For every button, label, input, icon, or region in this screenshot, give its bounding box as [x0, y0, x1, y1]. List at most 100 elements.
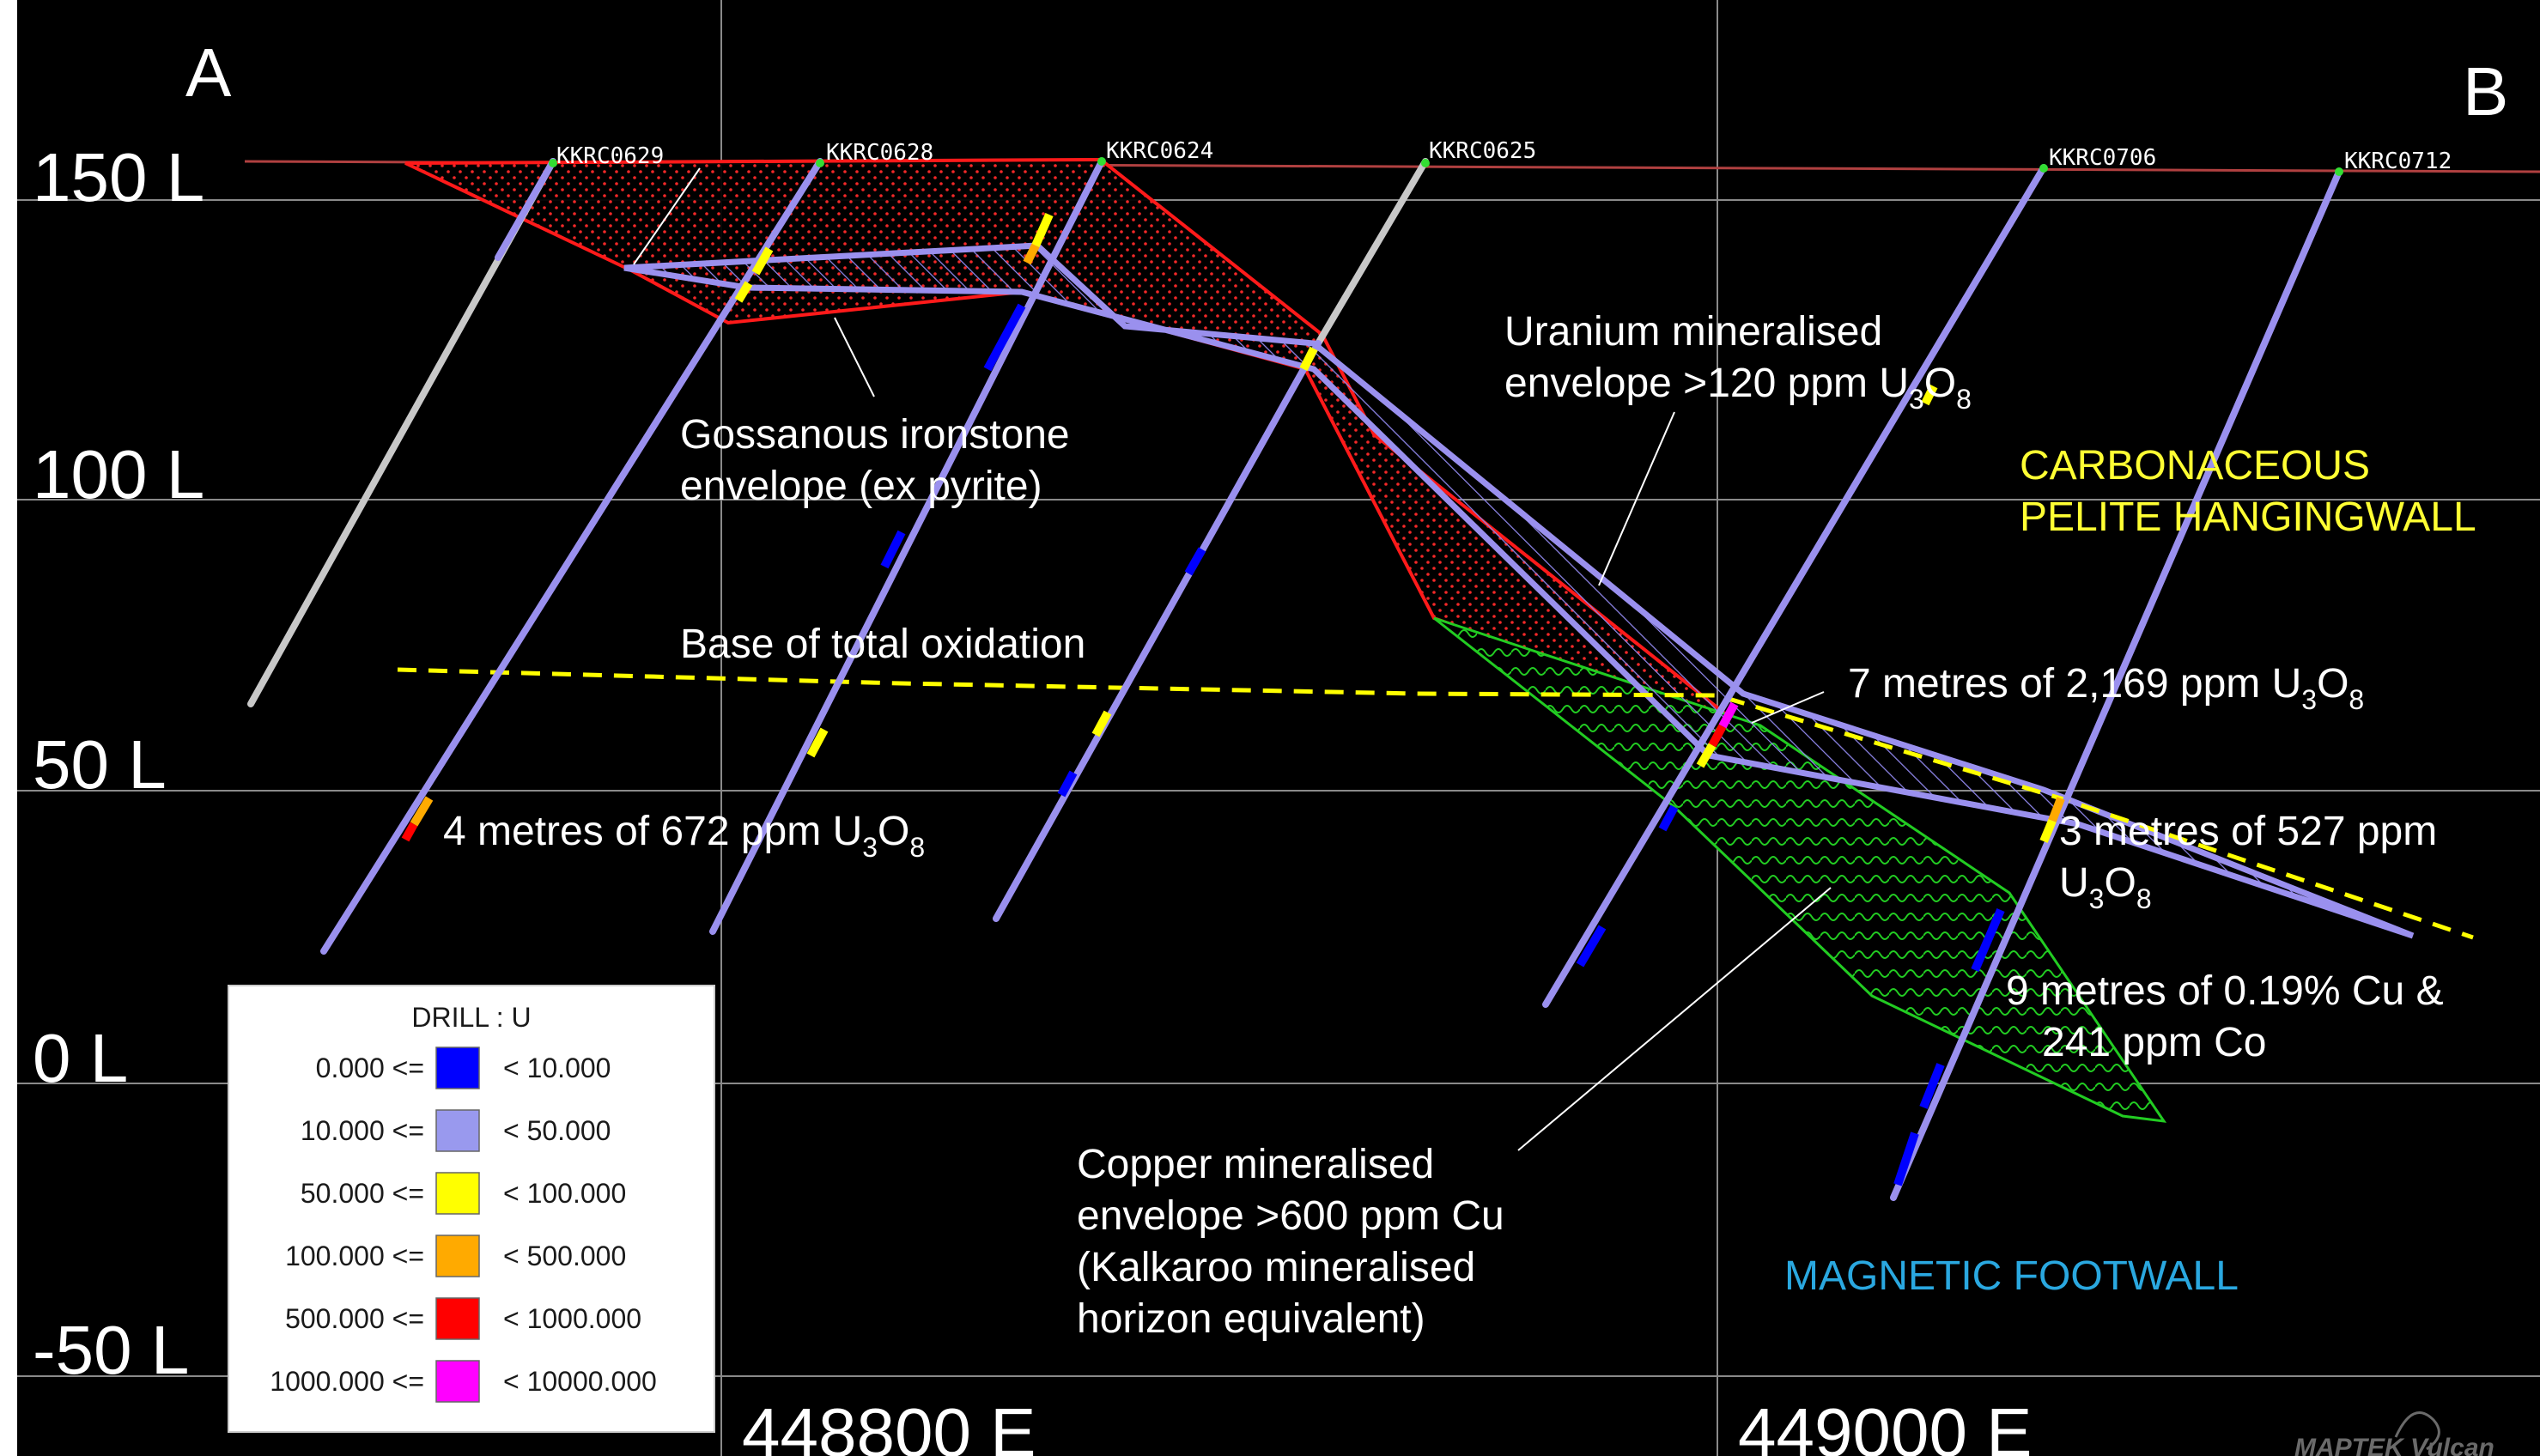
assay-segment: [1893, 1131, 1919, 1186]
collar-marker: [1097, 157, 1106, 166]
drillhole-kkrc0712: [1890, 168, 2343, 1201]
level-label: 50 L: [33, 726, 167, 803]
hole-label: KKRC0625: [1429, 138, 1536, 164]
assay-segment: [734, 281, 753, 303]
leader-line-gossan: [834, 317, 875, 397]
drillhole-kkrc0625-lower: [993, 340, 1322, 922]
collar-marker: [1421, 159, 1430, 167]
level-label: 0 L: [33, 1020, 128, 1096]
legend-upper-bound: < 100.000: [503, 1178, 626, 1209]
level-labels: 150 L 100 L 50 L 0 L -50 L: [33, 139, 204, 1388]
hole-label: KKRC0706: [2049, 145, 2156, 171]
assay-segment: [1921, 384, 1938, 406]
assay-segment: [1971, 908, 2005, 972]
logo-text: MAPTEK Vulcan: [2294, 1434, 2494, 1456]
corner-label-b: B: [2463, 53, 2508, 130]
legend-upper-bound: < 500.000: [503, 1241, 626, 1271]
legend-lower-bound: 100.000 <=: [285, 1241, 424, 1271]
assay-segment: [1184, 547, 1206, 576]
legend-swatch: [435, 1360, 480, 1403]
assay-segment: [1696, 743, 1717, 768]
assay-segment: [2048, 797, 2065, 822]
legend-swatch: [435, 1297, 480, 1340]
legend-swatch: [435, 1046, 480, 1089]
interval-3m-label: 3 metres of 527 ppm U3O8: [2059, 809, 2449, 914]
maptek-logo-icon: [2394, 1411, 2440, 1451]
level-label: -50 L: [33, 1312, 189, 1388]
magnetic-footwall-label: MAGNETIC FOOTWALL: [1784, 1253, 2239, 1299]
collar-marker: [816, 159, 824, 167]
interval-9m-label: 9 metres of 0.19% Cu & 241 ppm Co: [2006, 968, 2455, 1065]
assay-segment: [1718, 701, 1739, 729]
assay-segment: [1299, 346, 1318, 372]
oxidation-label: Base of total oxidation: [680, 622, 1085, 667]
hole-label: KKRC0712: [2344, 149, 2452, 174]
gossan-label: Gossanous ironstone envelope (ex pyrite): [680, 412, 1081, 509]
gossan-white-tick: [633, 167, 701, 265]
drillhole-kkrc0625: [1315, 158, 1429, 347]
drillhole-kkrc0706: [1542, 164, 2047, 1008]
assay-segment: [983, 303, 1026, 372]
level-label: 150 L: [33, 139, 204, 215]
legend-swatch: [435, 1172, 480, 1215]
assay-segment: [401, 822, 418, 842]
assay-segment: [1023, 243, 1040, 265]
assay-segment: [1057, 770, 1078, 798]
corner-label-a: A: [185, 34, 232, 111]
legend-upper-bound: < 10000.000: [503, 1366, 657, 1397]
assay-segment: [410, 796, 434, 827]
legend-lower-bound: 50.000 <=: [301, 1178, 424, 1209]
legend-swatch: [435, 1235, 480, 1277]
legend-lower-bound: 10.000 <=: [301, 1115, 424, 1146]
legend: DRILL : U 0.000 <= < 10.000 10.000 <= < 50.…: [228, 985, 715, 1433]
assay-segment: [1091, 710, 1112, 737]
base-of-oxidation-line: [397, 667, 2474, 940]
assay-segment: [751, 246, 774, 276]
leader-line-copper: [1517, 887, 1832, 1151]
assay-segment: [1576, 925, 1607, 968]
level-label: 100 L: [33, 436, 204, 513]
leader-line-uranium: [1598, 411, 1675, 586]
legend-upper-bound: < 50.000: [503, 1115, 611, 1146]
uranium-envelope: [623, 242, 2415, 939]
interval-7m-label: 7 metres of 2,169 ppm U3O8: [1848, 661, 2364, 715]
assay-segment: [806, 727, 829, 758]
drillhole-kkrc0624: [709, 158, 1105, 935]
carbonaceous-pelite-label: CARBONACEOUS PELITE HANGINGWALL: [2020, 443, 2476, 540]
legend-upper-bound: < 10.000: [503, 1053, 611, 1083]
interval-4m-label: 4 metres of 672 ppm U3O8: [443, 809, 925, 863]
annotations: Gossanous ironstone envelope (ex pyrite)…: [443, 309, 2476, 1342]
leader-lines: [633, 167, 1832, 1151]
legend-title: DRILL : U: [411, 1002, 531, 1033]
hole-label: KKRC0629: [556, 143, 664, 169]
legend-lower-bound: 500.000 <=: [285, 1303, 424, 1334]
legend-upper-bound: < 1000.000: [503, 1303, 641, 1334]
collar-marker: [549, 159, 557, 167]
assay-segment: [2039, 819, 2057, 843]
legend-swatch: [435, 1109, 480, 1152]
legend-lower-bound: 1000.000 <=: [270, 1366, 424, 1397]
easting-label: 448800 E: [742, 1394, 1036, 1456]
assay-segments: [401, 212, 2065, 1186]
collar-markers: [549, 157, 2343, 176]
collar-marker: [2039, 164, 2048, 173]
maptek-logo: MAPTEK Vulcan: [2294, 1411, 2494, 1456]
drillhole-kkrc0628: [320, 158, 823, 955]
drillhole-labels: KKRC0629 KKRC0628 KKRC0624 KKRC0625 KKRC…: [556, 138, 2452, 174]
assay-segment: [880, 530, 906, 569]
assay-segment: [1708, 724, 1727, 748]
drillhole-kkrc0629-mineral: [495, 158, 556, 261]
hole-label: KKRC0628: [826, 140, 933, 166]
uranium-envelope-label: Uranium mineralised envelope >120 ppm U3…: [1504, 309, 1972, 415]
assay-segment: [1658, 804, 1679, 832]
legend-rows: 0.000 <= < 10.000 10.000 <= < 50.000 50.000 …: [270, 1046, 657, 1403]
hole-label: KKRC0624: [1106, 138, 1213, 164]
copper-envelope-label: Copper mineralised envelope >600 ppm Cu …: [1077, 1142, 1516, 1342]
assay-segment: [1031, 212, 1054, 248]
easting-label: 449000 E: [1738, 1394, 2033, 1456]
legend-lower-bound: 0.000 <=: [316, 1053, 424, 1083]
assay-segment: [1919, 1063, 1945, 1109]
leader-line-7m: [1751, 691, 1825, 724]
collar-marker: [2335, 167, 2343, 176]
